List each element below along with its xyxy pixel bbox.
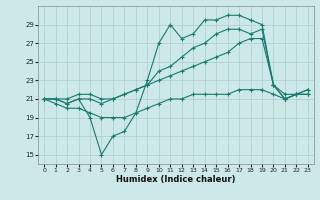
X-axis label: Humidex (Indice chaleur): Humidex (Indice chaleur) (116, 175, 236, 184)
